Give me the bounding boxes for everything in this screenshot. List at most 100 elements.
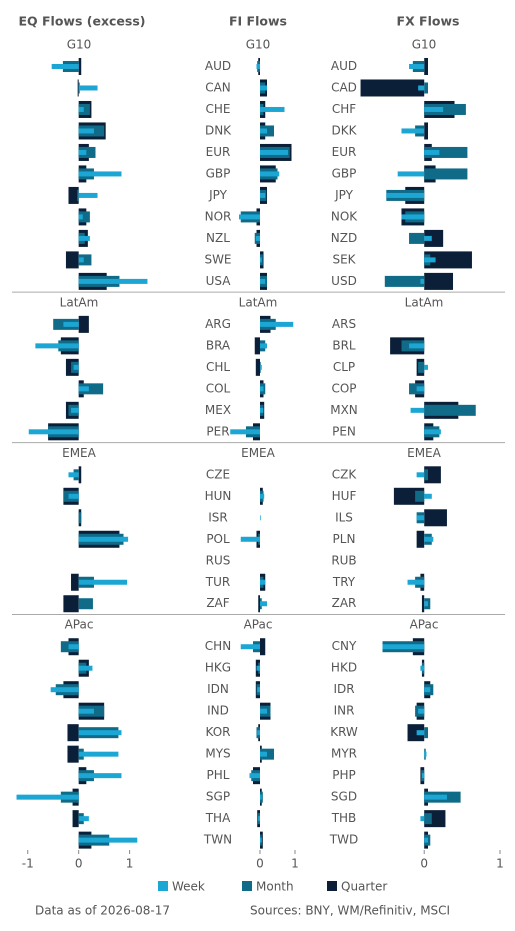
bar [78, 708, 94, 714]
x-tick-label: 0 [420, 857, 428, 871]
category-label: RUS [206, 553, 231, 567]
bar [260, 638, 266, 656]
category-label: MXN [330, 403, 358, 417]
bar [424, 466, 441, 484]
bar [397, 171, 425, 177]
bar [409, 63, 425, 69]
category-label: HUN [205, 489, 232, 503]
category-label: NZL [206, 231, 230, 245]
bar [384, 275, 425, 287]
bar [257, 687, 260, 693]
x-tick-label: 1 [291, 857, 299, 871]
panel-title: FI Flows [229, 14, 287, 29]
category-label: PEN [332, 424, 356, 438]
legend-swatch [158, 881, 168, 891]
category-label: ZAF [206, 596, 229, 610]
group-label: LatAm [405, 295, 444, 309]
category-label: AUD [205, 59, 231, 73]
bar [63, 321, 79, 327]
x-tick-label: 0 [256, 857, 264, 871]
category-label: SGP [206, 790, 230, 804]
bar [424, 509, 447, 527]
bar [424, 168, 468, 180]
bar [260, 493, 265, 499]
bar [260, 106, 285, 112]
category-label: NZD [331, 231, 357, 245]
bar [420, 665, 425, 671]
category-label: HUF [332, 489, 357, 503]
category-label: CHN [205, 639, 231, 653]
bar [71, 573, 79, 591]
bar [260, 579, 266, 585]
bar [409, 232, 425, 244]
bar [73, 364, 79, 370]
category-label: ILS [335, 510, 353, 524]
category-label: THB [331, 811, 357, 825]
legend-label: Quarter [341, 880, 387, 894]
bar [260, 85, 267, 91]
bar [256, 63, 260, 69]
bar [416, 730, 425, 736]
category-label: PHL [207, 768, 230, 782]
category-label: CHE [206, 102, 231, 116]
category-label: BRA [206, 338, 231, 352]
category-label: TWN [203, 833, 232, 847]
group-label: G10 [412, 38, 437, 52]
bar [78, 598, 93, 610]
bar [78, 257, 84, 263]
bar [424, 235, 432, 241]
category-label: INR [334, 704, 355, 718]
bar [67, 745, 79, 763]
bar [78, 106, 84, 112]
bar [424, 813, 432, 825]
category-label: TWD [329, 833, 358, 847]
category-label: TRY [332, 575, 356, 589]
sources: Sources: BNY, WM/Refinitiv, MSCI [250, 904, 450, 918]
bar [386, 192, 425, 198]
bar [78, 103, 90, 115]
category-label: GBP [206, 166, 231, 180]
bar [249, 773, 260, 779]
bar [260, 171, 280, 177]
category-label: MEX [205, 403, 231, 417]
bar [230, 429, 260, 435]
category-label: IND [207, 704, 229, 718]
bar [78, 751, 119, 757]
category-label: PLN [333, 532, 356, 546]
bar [258, 816, 260, 822]
date-note: Data as of 2026-08-17 [35, 904, 170, 918]
bar [78, 730, 122, 736]
bar [418, 708, 425, 714]
category-label: ARS [332, 317, 356, 331]
category-label: MYS [205, 747, 230, 761]
bar [78, 665, 93, 671]
legend-swatch [242, 881, 252, 891]
bar [68, 472, 79, 478]
category-label: THA [205, 811, 231, 825]
category-label: NOK [331, 209, 358, 223]
bar [240, 536, 260, 542]
bar [258, 595, 260, 613]
group-label: G10 [246, 38, 271, 52]
x-tick-label: 1 [126, 857, 134, 871]
category-label: RUB [331, 553, 356, 567]
bar [51, 63, 79, 69]
bar [78, 235, 90, 241]
category-label: HKD [331, 661, 357, 675]
bar [421, 595, 425, 613]
bar [360, 79, 425, 97]
bar [77, 79, 79, 97]
bar [78, 57, 82, 75]
bar [65, 251, 79, 269]
category-label: MYR [331, 747, 357, 761]
bar [78, 211, 90, 223]
bar [415, 490, 425, 502]
category-label: POL [206, 532, 230, 546]
category-label: GBP [332, 166, 357, 180]
bar [401, 214, 425, 220]
category-label: ISR [208, 510, 228, 524]
bar [63, 595, 79, 613]
bar [410, 407, 425, 413]
panel-title: FX Flows [397, 14, 460, 29]
legend-label: Month [256, 880, 294, 894]
